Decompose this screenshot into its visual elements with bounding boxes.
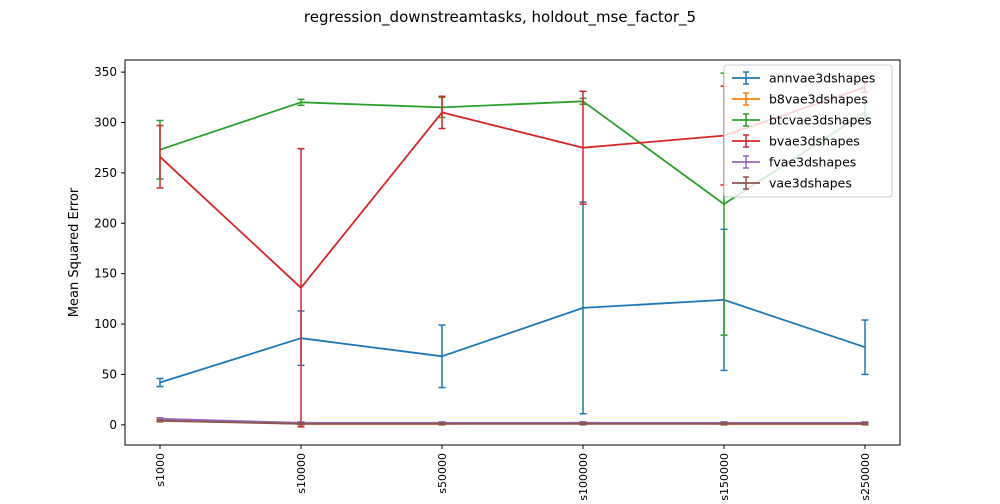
series-vae3dshapes (156, 419, 869, 426)
axes-frame (124, 59, 901, 446)
y-axis-label: Mean Squared Error (67, 187, 82, 317)
x-tick-label: s150000 (718, 453, 731, 500)
series-annvae3dshapes (156, 201, 869, 415)
legend-item: btcvae3dshapes (732, 113, 872, 128)
x-tick-label: s100000 (577, 453, 590, 500)
legend-item: vae3dshapes (732, 176, 852, 191)
y-tick-label: 350 (94, 65, 117, 79)
legend: annvae3dshapes b8vae3dshapes btcvae3dshape… (723, 64, 893, 198)
chart-title: regression_downstreamtasks, holdout_mse_… (304, 8, 696, 27)
legend-item: fvae3dshapes (732, 155, 856, 170)
y-tick-label: 300 (94, 115, 117, 129)
legend-box (723, 64, 893, 198)
legend-item: b8vae3dshapes (732, 92, 868, 107)
y-tick-label: 200 (94, 216, 117, 230)
y-tick-label: 250 (94, 166, 117, 180)
y-tick-label: 50 (102, 367, 117, 381)
legend-label: b8vae3dshapes (769, 92, 868, 107)
x-tick-label: s50000 (436, 453, 449, 494)
series-line (159, 417, 865, 424)
x-tick-label: s1000 (154, 453, 167, 487)
legend-label: fvae3dshapes (769, 155, 856, 170)
series-line (159, 419, 865, 425)
legend-label: vae3dshapes (769, 176, 852, 191)
legend-label: btcvae3dshapes (769, 113, 872, 128)
y-tick-label: 0 (109, 418, 117, 432)
x-tick-label: s250000 (859, 453, 872, 500)
y-tick-label: 100 (94, 317, 117, 331)
legend-item: annvae3dshapes (732, 71, 875, 86)
legend-label: bvae3dshapes (769, 134, 860, 149)
x-tick-label: s10000 (295, 453, 308, 494)
series-line (159, 298, 866, 384)
legend-item: bvae3dshapes (732, 134, 860, 149)
legend-label: annvae3dshapes (769, 71, 875, 86)
y-tick-label: 150 (94, 267, 117, 281)
